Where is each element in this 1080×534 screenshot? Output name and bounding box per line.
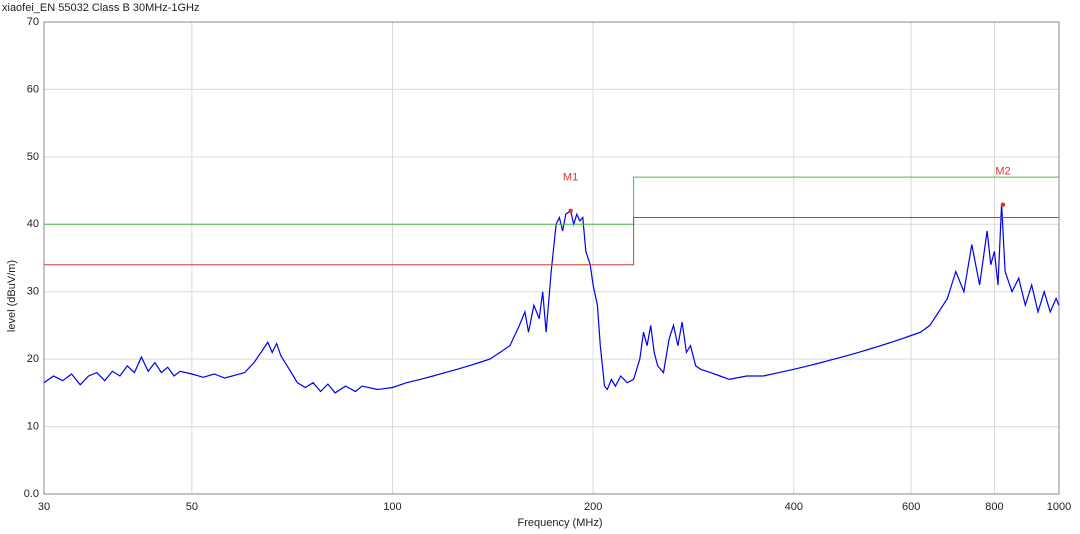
x-tick-label: 100 — [383, 501, 401, 513]
x-tick-label: 800 — [985, 501, 1003, 513]
x-tick-label: 1000 — [1047, 501, 1071, 513]
y-tick-label: 70 — [27, 16, 39, 28]
y-axis-label: level (dBuV/m) — [6, 260, 18, 332]
y-tick-label: 30 — [27, 286, 39, 298]
y-tick-label: 60 — [27, 83, 39, 95]
y-tick-label: 10 — [27, 420, 39, 432]
series-line — [43, 204, 1060, 394]
x-tick-label: 600 — [902, 501, 920, 513]
x-axis-label: Frequency (MHz) — [518, 517, 603, 529]
x-tick-label: 400 — [785, 501, 803, 513]
y-tick-label: 50 — [27, 151, 39, 163]
series-line — [44, 176, 1059, 225]
y-tick-label: 40 — [27, 218, 39, 230]
y-tick-label: 0.0 — [24, 488, 39, 500]
marker-label: M1 — [563, 172, 578, 184]
x-tick-label: 50 — [186, 501, 198, 513]
marker-label: M2 — [995, 166, 1010, 178]
chart-title: xiaofei_EN 55032 Class B 30MHz-1GHz — [2, 2, 199, 14]
x-tick-label: 200 — [584, 501, 602, 513]
x-tick-label: 30 — [38, 501, 50, 513]
plot-frame — [43, 21, 1060, 495]
series-line — [44, 217, 1059, 266]
marker-point — [568, 208, 573, 213]
y-tick-label: 20 — [27, 353, 39, 365]
marker-point — [1000, 202, 1006, 207]
